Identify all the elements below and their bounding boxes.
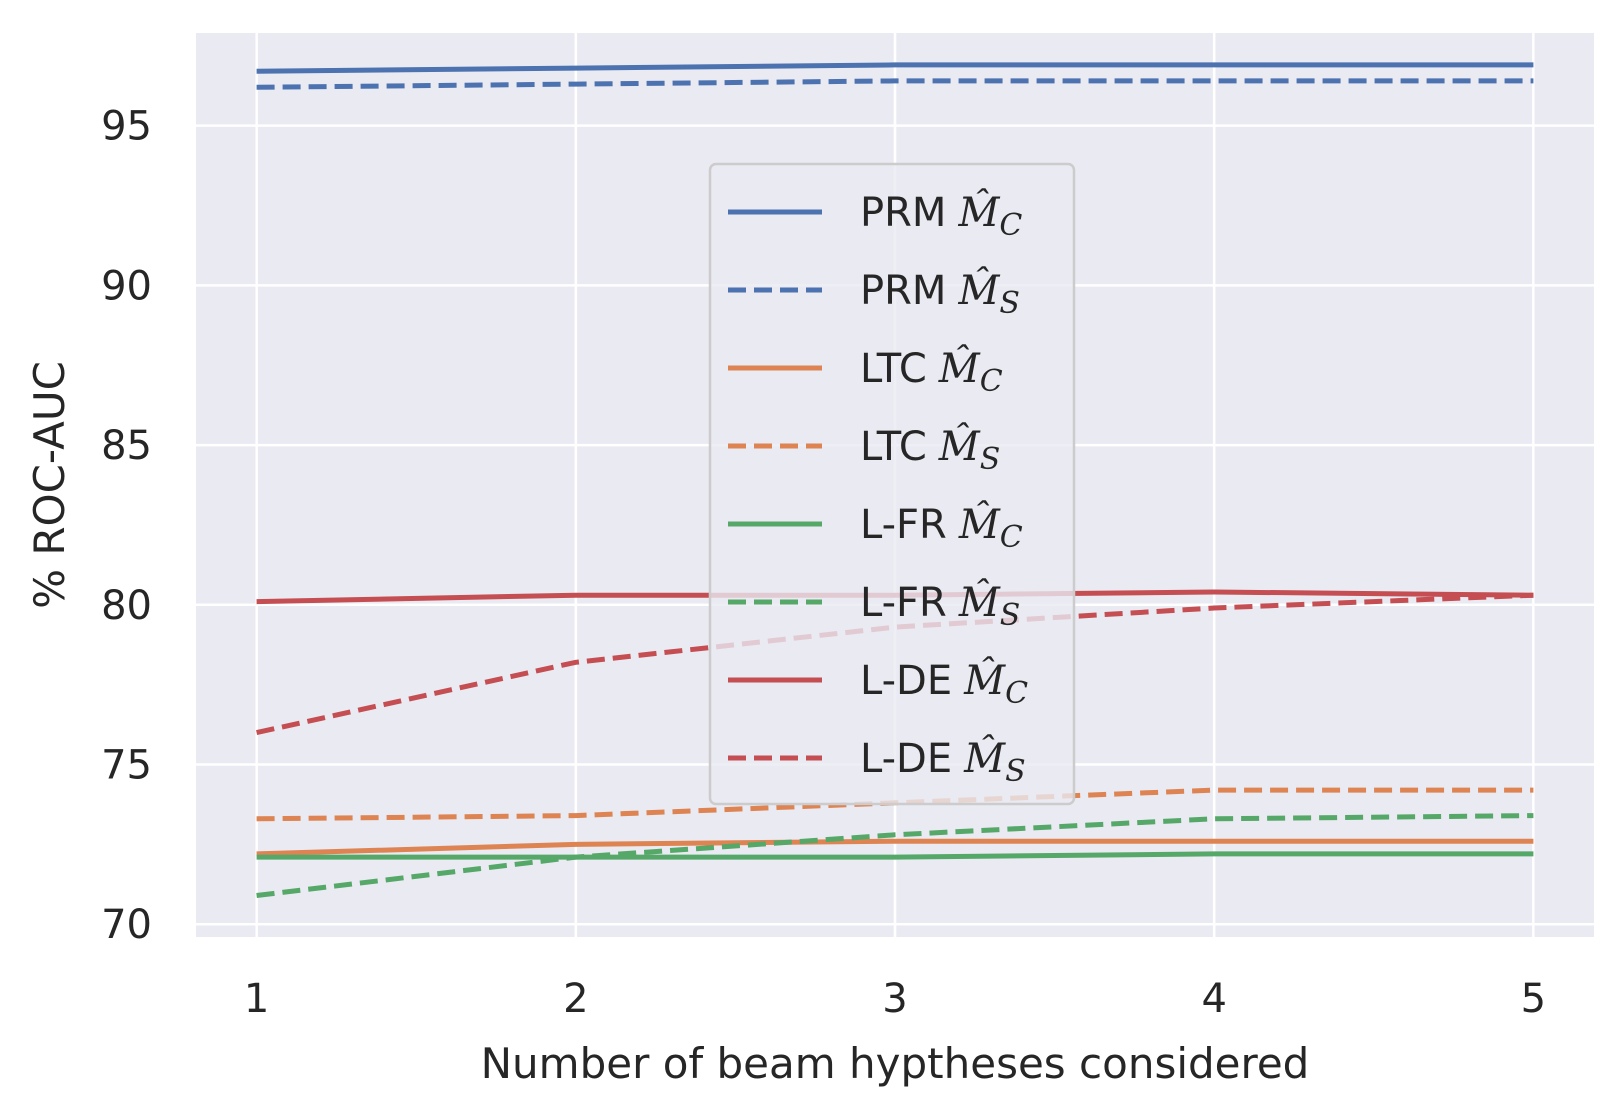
y-tick-label: 70 (101, 902, 152, 948)
series-lines (256, 62, 1534, 898)
legend-box (708, 162, 1076, 806)
legend-label-l-de-c: L-DE M̂C (860, 658, 1028, 711)
legend: PRM M̂C PRM M̂S LTC M̂C LTC M̂S L-FR M̂C L-FR M̂S L-… (708, 162, 1076, 806)
legend-label-prm-c: PRM M̂C (860, 190, 1022, 243)
legend-label-ltc-s: LTC M̂S (860, 424, 1000, 477)
x-tick-label: 4 (1201, 976, 1226, 1022)
series-line-l-fr-s (256, 813, 1534, 898)
series-line-l-fr-c (256, 851, 1534, 860)
legend-label-l-de-s: L-DE M̂S (860, 736, 1026, 789)
x-axis-label: Number of beam hyptheses considered (481, 1039, 1310, 1088)
x-tick-labels: 1 2 3 4 5 (244, 976, 1546, 1022)
y-tick-label: 75 (101, 743, 152, 789)
series-line-ltc-c (256, 838, 1534, 857)
series-line-prm-c (256, 62, 1534, 74)
legend-label-l-fr-c: L-FR M̂C (860, 502, 1023, 555)
x-tick-label: 2 (563, 976, 588, 1022)
y-tick-label: 80 (101, 583, 152, 629)
x-tick-label: 5 (1521, 976, 1546, 1022)
y-axis-label: % ROC-AUC (25, 361, 74, 609)
y-tick-label: 90 (101, 263, 152, 309)
x-tick-label: 3 (882, 976, 907, 1022)
y-tick-label: 95 (101, 104, 152, 150)
legend-label-l-fr-s: L-FR M̂S (860, 580, 1020, 633)
y-tick-labels: 70 75 80 85 90 95 (101, 104, 152, 949)
y-tick-label: 85 (101, 423, 152, 469)
x-tick-label: 1 (244, 976, 269, 1022)
legend-label-prm-s: PRM M̂S (860, 268, 1020, 321)
series-line-l-de-s (256, 592, 1534, 736)
legend-label-ltc-c: LTC M̂C (860, 346, 1003, 399)
series-line-prm-s (256, 78, 1534, 90)
